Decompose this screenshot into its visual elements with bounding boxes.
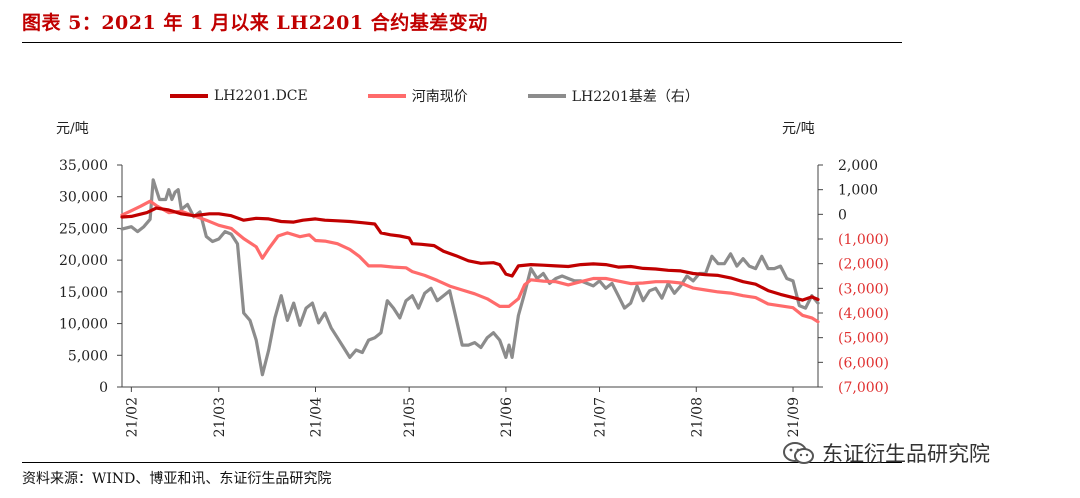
brand-watermark: 东证衍生品研究院	[782, 438, 990, 468]
right-y-tick-label: (6,000)	[838, 355, 889, 371]
series-line-basis	[120, 178, 820, 377]
series-line-futures	[120, 206, 820, 302]
left-y-tick-label: 15,000	[59, 285, 108, 301]
wechat-icon	[783, 442, 814, 464]
legend-label-futures: LH2201.DCE	[214, 88, 308, 104]
right-y-tick-label: (7,000)	[838, 380, 889, 396]
title-divider	[22, 42, 902, 43]
right-y-tick-label: (4,000)	[838, 306, 889, 322]
legend-swatch-spot	[367, 94, 406, 98]
right-y-tick-label: (1,000)	[838, 232, 889, 248]
series-line-spot	[120, 199, 820, 324]
left-y-tick-label: 0	[99, 380, 108, 396]
legend-item-futures: LH2201.DCE	[170, 86, 308, 106]
left-y-tick-label: 10,000	[59, 317, 108, 333]
legend-swatch-basis	[527, 94, 566, 98]
legend-swatch-futures	[170, 94, 208, 98]
x-tick-label: 21/09	[786, 397, 802, 437]
legend-item-spot: 河南现价	[367, 86, 468, 106]
x-tick-label: 21/08	[689, 397, 705, 437]
left-y-tick-label: 20,000	[59, 253, 108, 269]
legend-label-spot: 河南现价	[411, 89, 468, 105]
legend-label-basis: LH2201基差（右）	[571, 89, 699, 105]
left-y-tick-label: 5,000	[68, 348, 108, 364]
x-tick-label: 21/06	[499, 397, 515, 437]
right-y-tick-label: 1,000	[838, 183, 878, 199]
x-tick-label: 21/03	[212, 397, 228, 437]
right-y-tick-label: (3,000)	[838, 281, 889, 297]
left-y-tick-label: 30,000	[59, 190, 108, 206]
legend-item-basis: LH2201基差（右）	[527, 86, 699, 106]
x-tick-label: 21/04	[309, 397, 325, 437]
x-tick-label: 21/07	[593, 397, 609, 437]
left-y-tick-label: 25,000	[59, 221, 108, 237]
x-tick-label: 21/05	[402, 397, 418, 437]
right-y-tick-label: 0	[838, 207, 847, 223]
right-y-tick-label: (5,000)	[838, 331, 889, 347]
right-axis-unit: 元/吨	[782, 121, 815, 137]
left-axis-unit: 元/吨	[56, 121, 89, 137]
right-y-tick-label: 2,000	[838, 158, 878, 174]
footer-divider	[22, 462, 902, 463]
source-note: 资料来源：WIND、博亚和讯、东证衍生品研究院	[22, 471, 332, 487]
left-y-tick-label: 35,000	[59, 158, 108, 174]
chart-title: 图表 5：2021 年 1 月以来 LH2201 合约基差变动	[22, 12, 488, 34]
right-y-tick-label: (2,000)	[838, 257, 889, 273]
chart-legend: LH2201.DCE 河南现价 LH2201基差（右）	[170, 86, 759, 106]
brand-name: 东证衍生品研究院	[822, 442, 990, 466]
x-tick-label: 21/02	[124, 397, 140, 437]
